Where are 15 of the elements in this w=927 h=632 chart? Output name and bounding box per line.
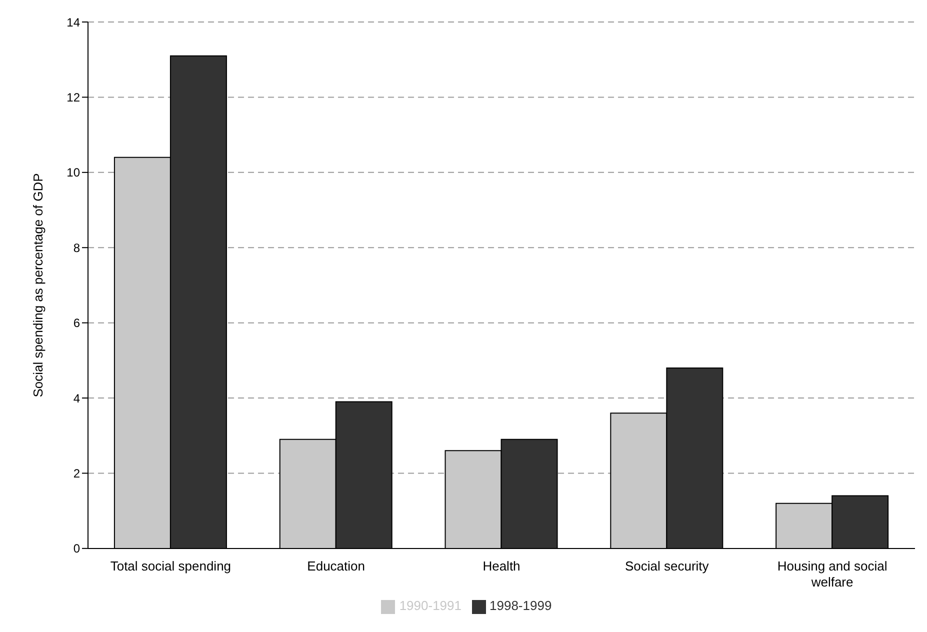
y-tick-label: 14	[66, 15, 80, 30]
x-tick-label: Social security	[624, 558, 710, 574]
y-tick-label: 6	[73, 316, 80, 330]
x-tick-label: Housing and social welfare	[777, 558, 888, 590]
legend-label: 1998-1999	[490, 598, 552, 614]
y-axis-title: Social spending as percentage of GDP	[30, 173, 46, 398]
y-tick-label: 12	[66, 90, 80, 104]
x-tick-label: Health	[482, 558, 520, 574]
x-tick-label: Education	[307, 558, 366, 574]
y-tick-label: 0	[73, 542, 80, 556]
x-tick-label: Total social spending	[110, 558, 232, 574]
y-tick-label: 10	[66, 166, 80, 180]
y-tick-label: 2	[73, 466, 80, 480]
y-tick-label: 4	[73, 391, 80, 406]
y-tick-label: 8	[73, 240, 80, 255]
